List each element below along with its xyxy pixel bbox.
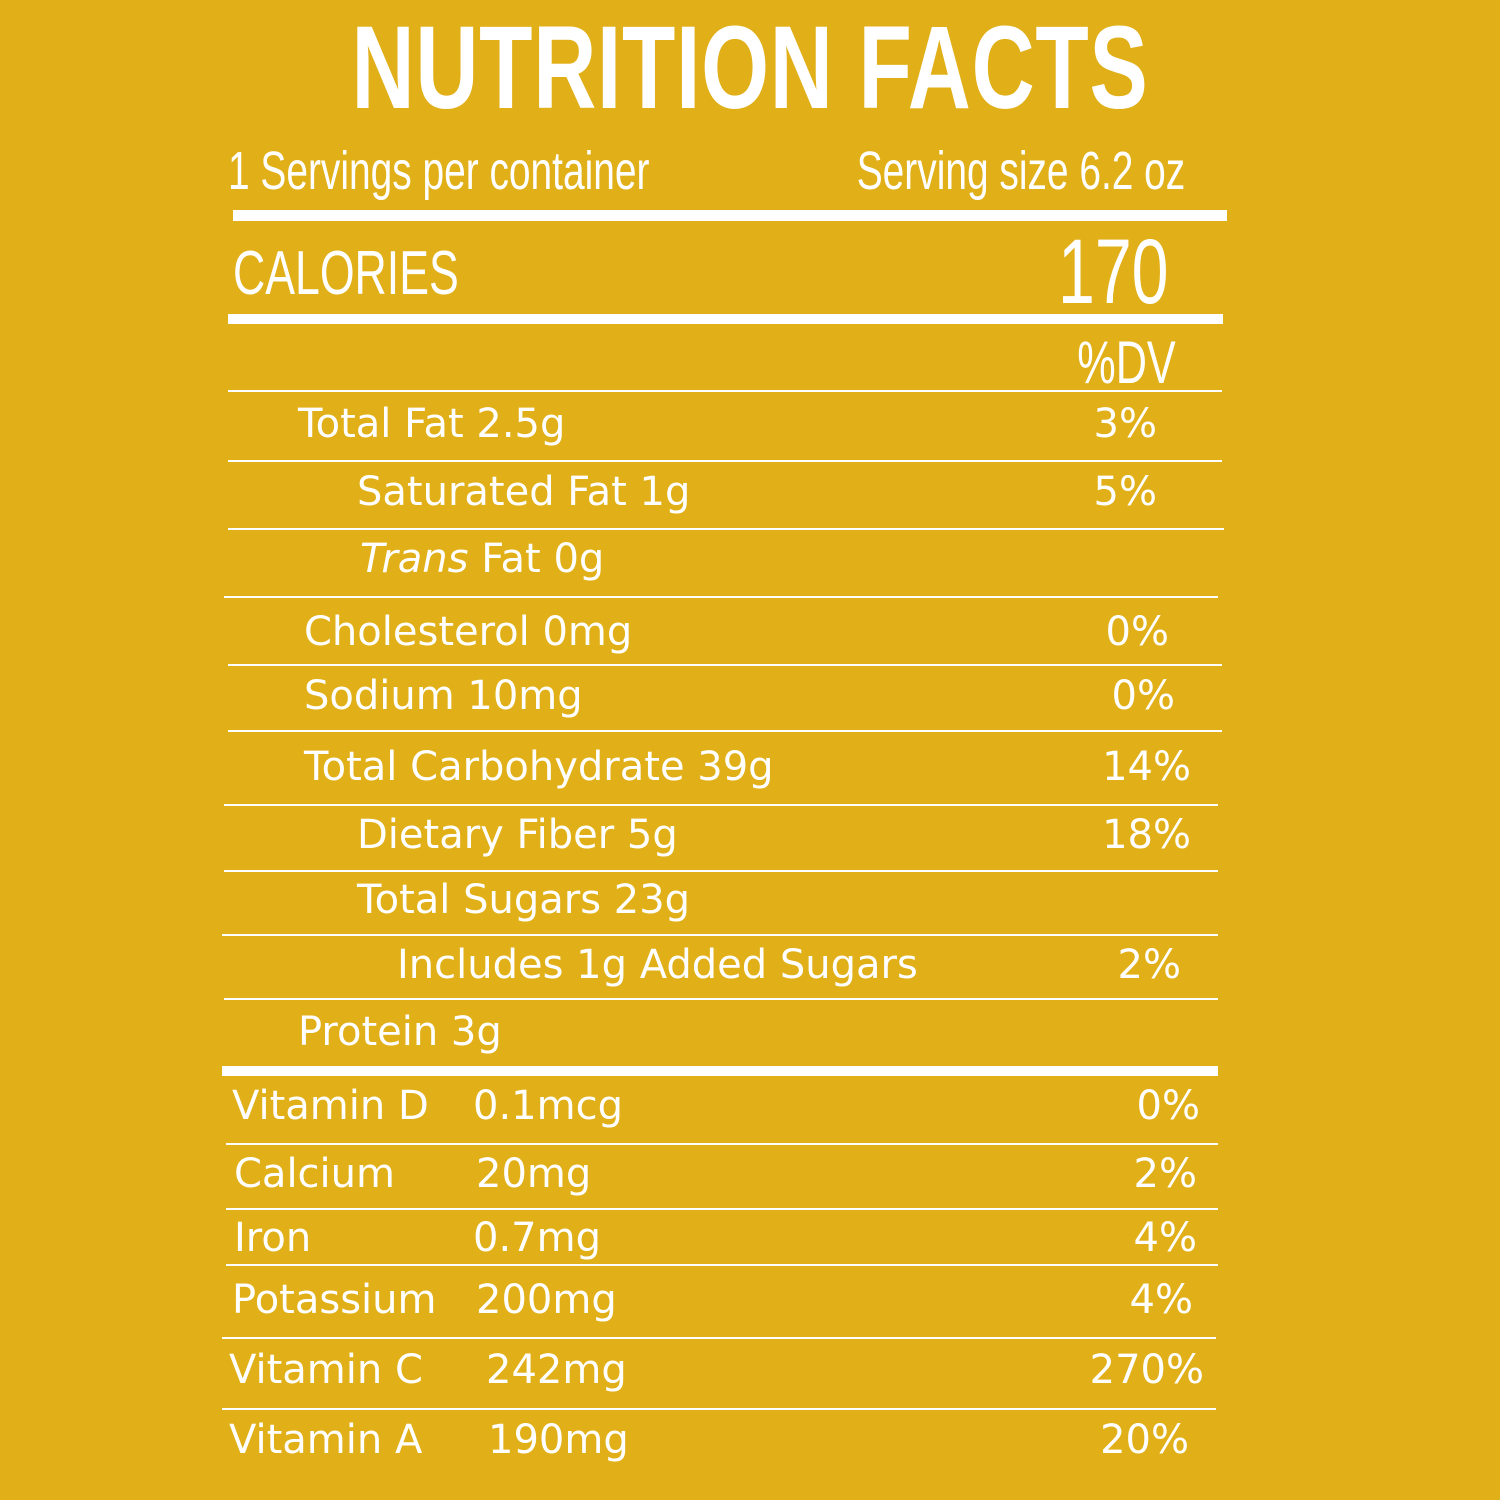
vitamins-thick-rule <box>222 1066 1218 1076</box>
nutrient-dv-total-carbohydrate: 14% <box>1102 744 1191 790</box>
vitamin-amount-a: 190mg <box>488 1417 629 1463</box>
top-thick-rule <box>233 210 1227 221</box>
servings-per-container: 1 Servings per container <box>228 141 650 201</box>
nutrient-dv-cholesterol: 0% <box>1105 609 1169 655</box>
nutrient-dv-total-fat: 3% <box>1093 401 1157 447</box>
trans-italic-text: Trans <box>360 536 469 582</box>
row-divider <box>222 934 1218 936</box>
mineral-dv-potassium: 4% <box>1129 1277 1193 1323</box>
row-divider <box>226 1264 1218 1266</box>
vitamin-amount-d: 0.1mcg <box>473 1083 623 1129</box>
mineral-amount-potassium: 200mg <box>476 1277 617 1323</box>
vitamin-dv-a: 20% <box>1100 1417 1189 1463</box>
dv-column-header: %DV <box>1077 329 1176 396</box>
calories-value: 170 <box>1057 221 1168 323</box>
nutrient-label-sodium: Sodium 10mg <box>304 673 583 719</box>
mineral-name-calcium: Calcium <box>234 1151 395 1197</box>
row-divider <box>228 390 1222 392</box>
nutrient-dv-dietary-fiber: 18% <box>1102 812 1191 858</box>
vitamin-name-d: Vitamin D <box>232 1083 429 1129</box>
nutrient-label-total-sugars: Total Sugars 23g <box>357 877 691 923</box>
row-divider <box>228 460 1222 462</box>
mineral-name-potassium: Potassium <box>232 1277 437 1323</box>
nutrient-label-saturated-fat: Saturated Fat 1g <box>357 469 691 515</box>
nutrient-label-dietary-fiber: Dietary Fiber 5g <box>357 812 678 858</box>
nutrient-label-total-carbohydrate: Total Carbohydrate 39g <box>304 744 774 790</box>
calories-thick-rule <box>228 314 1223 324</box>
nutrient-label-cholesterol: Cholesterol 0mg <box>304 609 633 655</box>
nutrient-dv-saturated-fat: 5% <box>1093 469 1157 515</box>
nutrient-label-trans-fat: Trans Fat 0g <box>360 535 604 583</box>
page-title: NUTRITION FACTS <box>351 2 1149 134</box>
row-divider <box>226 1143 1218 1145</box>
nutrient-label-protein: Protein 3g <box>298 1009 502 1055</box>
nutrient-dv-added-sugars: 2% <box>1117 942 1181 988</box>
row-divider <box>224 596 1218 598</box>
row-divider <box>224 998 1218 1000</box>
vitamin-name-c: Vitamin C <box>229 1347 423 1393</box>
row-divider <box>228 664 1222 666</box>
row-divider <box>228 730 1222 732</box>
mineral-amount-calcium: 20mg <box>476 1151 592 1197</box>
row-divider <box>228 528 1224 530</box>
row-divider <box>226 1208 1218 1210</box>
trans-fat-rest: Fat 0g <box>468 536 605 582</box>
row-divider <box>222 1337 1216 1339</box>
serving-size: Serving size 6.2 oz <box>856 141 1185 201</box>
vitamin-dv-d: 0% <box>1136 1083 1200 1129</box>
vitamin-dv-c: 270% <box>1089 1347 1204 1393</box>
row-divider <box>224 870 1218 872</box>
nutrient-label-total-fat: Total Fat 2.5g <box>298 401 566 447</box>
nutrient-dv-sodium: 0% <box>1111 673 1175 719</box>
row-divider <box>222 1408 1216 1410</box>
vitamin-name-a: Vitamin A <box>229 1417 423 1463</box>
row-divider <box>224 804 1218 806</box>
mineral-dv-calcium: 2% <box>1133 1151 1197 1197</box>
vitamin-amount-c: 242mg <box>486 1347 627 1393</box>
mineral-dv-iron: 4% <box>1133 1215 1197 1261</box>
nutrient-label-added-sugars: Includes 1g Added Sugars <box>397 942 918 988</box>
mineral-amount-iron: 0.7mg <box>473 1215 601 1261</box>
calories-label: CALORIES <box>233 239 459 308</box>
mineral-name-iron: Iron <box>234 1215 312 1261</box>
